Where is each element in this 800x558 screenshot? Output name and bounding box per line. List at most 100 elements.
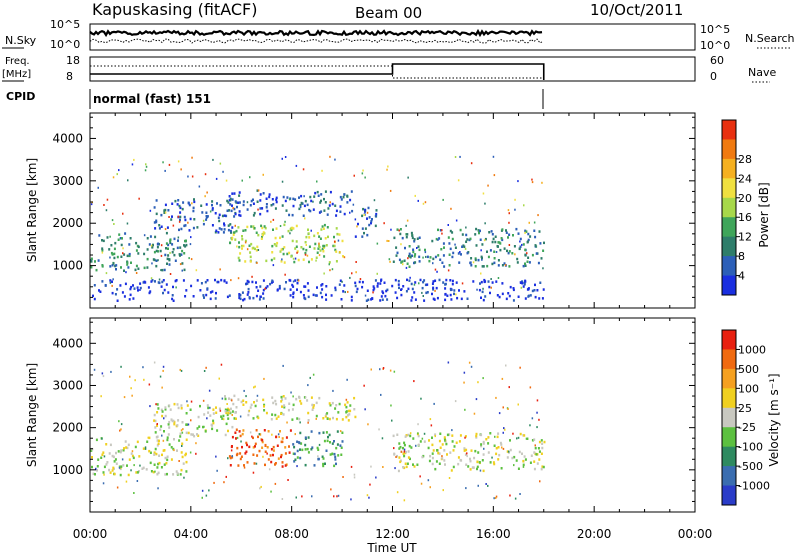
- noise-cell: [226, 403, 228, 405]
- echo-cell: [95, 438, 98, 442]
- echo-cell: [434, 467, 437, 471]
- echo-cell: [456, 296, 459, 300]
- echo-cell: [318, 235, 321, 238]
- noise-cell: [243, 466, 246, 469]
- echo-cell: [443, 246, 445, 249]
- noise-cell: [517, 180, 519, 183]
- echo-cell: [506, 249, 508, 253]
- echo-cell: [345, 405, 348, 409]
- echo-cell: [528, 261, 531, 264]
- echo-cell: [290, 255, 293, 258]
- echo-cell: [451, 255, 454, 259]
- echo-cell: [279, 236, 281, 240]
- echo-cell: [292, 197, 295, 201]
- echo-cell: [157, 250, 160, 253]
- noise-cell: [95, 467, 97, 470]
- noise-cell: [388, 258, 391, 261]
- echo-cell: [165, 242, 168, 245]
- echo-cell: [286, 196, 289, 199]
- power-colorbar-label: Power [dB]: [757, 182, 771, 247]
- echo-cell: [497, 259, 500, 262]
- echo-cell: [177, 199, 180, 202]
- echo-cell: [186, 404, 189, 407]
- echo-cell: [424, 248, 426, 252]
- echo-cell: [193, 198, 195, 201]
- noise-cell: [262, 173, 264, 176]
- echo-cell: [527, 232, 530, 236]
- echo-cell: [101, 453, 104, 456]
- echo-cell: [263, 225, 266, 228]
- echo-cell: [318, 396, 321, 400]
- echo-cell: [184, 224, 187, 227]
- echo-cell: [302, 258, 305, 261]
- noise-cell: [151, 262, 153, 265]
- echo-cell: [181, 262, 184, 265]
- noise-cell: [505, 364, 507, 367]
- echo-cell: [108, 248, 111, 251]
- echo-cell: [129, 287, 132, 291]
- echo-cell: [538, 297, 541, 300]
- echo-cell: [245, 401, 248, 404]
- echo-cell: [399, 460, 402, 464]
- noise-cell: [417, 432, 419, 435]
- noise-cell: [441, 229, 443, 232]
- echo-cell: [156, 245, 159, 249]
- echo-cell: [238, 210, 241, 213]
- noise-cell: [317, 455, 319, 458]
- noise-cell: [394, 467, 396, 470]
- echo-cell: [410, 446, 413, 449]
- noise-cell: [522, 465, 525, 468]
- echo-cell: [105, 443, 108, 446]
- noise-cell: [508, 386, 510, 389]
- echo-cell: [214, 278, 216, 282]
- noise-cell: [429, 418, 432, 421]
- echo-cell: [192, 209, 195, 213]
- echo-cell: [448, 264, 451, 267]
- noise-cell: [222, 170, 224, 173]
- echo-cell: [370, 221, 372, 225]
- echo-cell: [218, 213, 221, 217]
- echo-cell: [212, 419, 215, 423]
- noise-cell: [493, 497, 495, 500]
- echo-cell: [165, 462, 168, 465]
- echo-cell: [346, 201, 349, 204]
- echo-cell: [410, 299, 413, 302]
- echo-cell: [111, 264, 114, 267]
- echo-cell: [180, 404, 183, 407]
- echo-cell: [109, 265, 112, 268]
- noise-cell: [495, 396, 497, 399]
- echo-cell: [445, 442, 448, 446]
- noise-cell: [131, 450, 134, 453]
- echo-cell: [219, 204, 222, 207]
- noise-cell: [468, 361, 471, 364]
- echo-cell: [252, 225, 255, 228]
- echo-cell: [91, 465, 93, 469]
- echo-cell: [234, 212, 237, 216]
- noise-cell: [482, 287, 484, 290]
- nsearch-trace: [89, 38, 544, 44]
- echo-cell: [428, 459, 431, 463]
- freq-trace: [90, 63, 545, 80]
- echo-cell: [274, 463, 276, 466]
- echo-cell: [218, 227, 221, 230]
- echo-cell: [292, 403, 295, 407]
- echo-cell: [250, 403, 253, 407]
- echo-cell: [296, 281, 299, 285]
- echo-cell: [384, 294, 387, 298]
- echo-cell: [249, 255, 252, 259]
- echo-cell: [238, 191, 241, 194]
- echo-cell: [491, 262, 494, 266]
- noise-cell: [405, 224, 407, 227]
- echo-cell: [113, 256, 116, 260]
- echo-cell: [94, 260, 96, 263]
- echo-cell: [154, 419, 157, 423]
- echo-cell: [444, 463, 446, 466]
- echo-cell: [494, 235, 497, 238]
- echo-cell: [215, 411, 218, 414]
- echo-cell: [322, 464, 325, 468]
- noise-cell: [497, 277, 500, 279]
- echo-cell: [168, 420, 171, 424]
- echo-cell: [411, 234, 414, 237]
- echo-cell: [318, 245, 321, 249]
- echo-cell: [172, 419, 175, 423]
